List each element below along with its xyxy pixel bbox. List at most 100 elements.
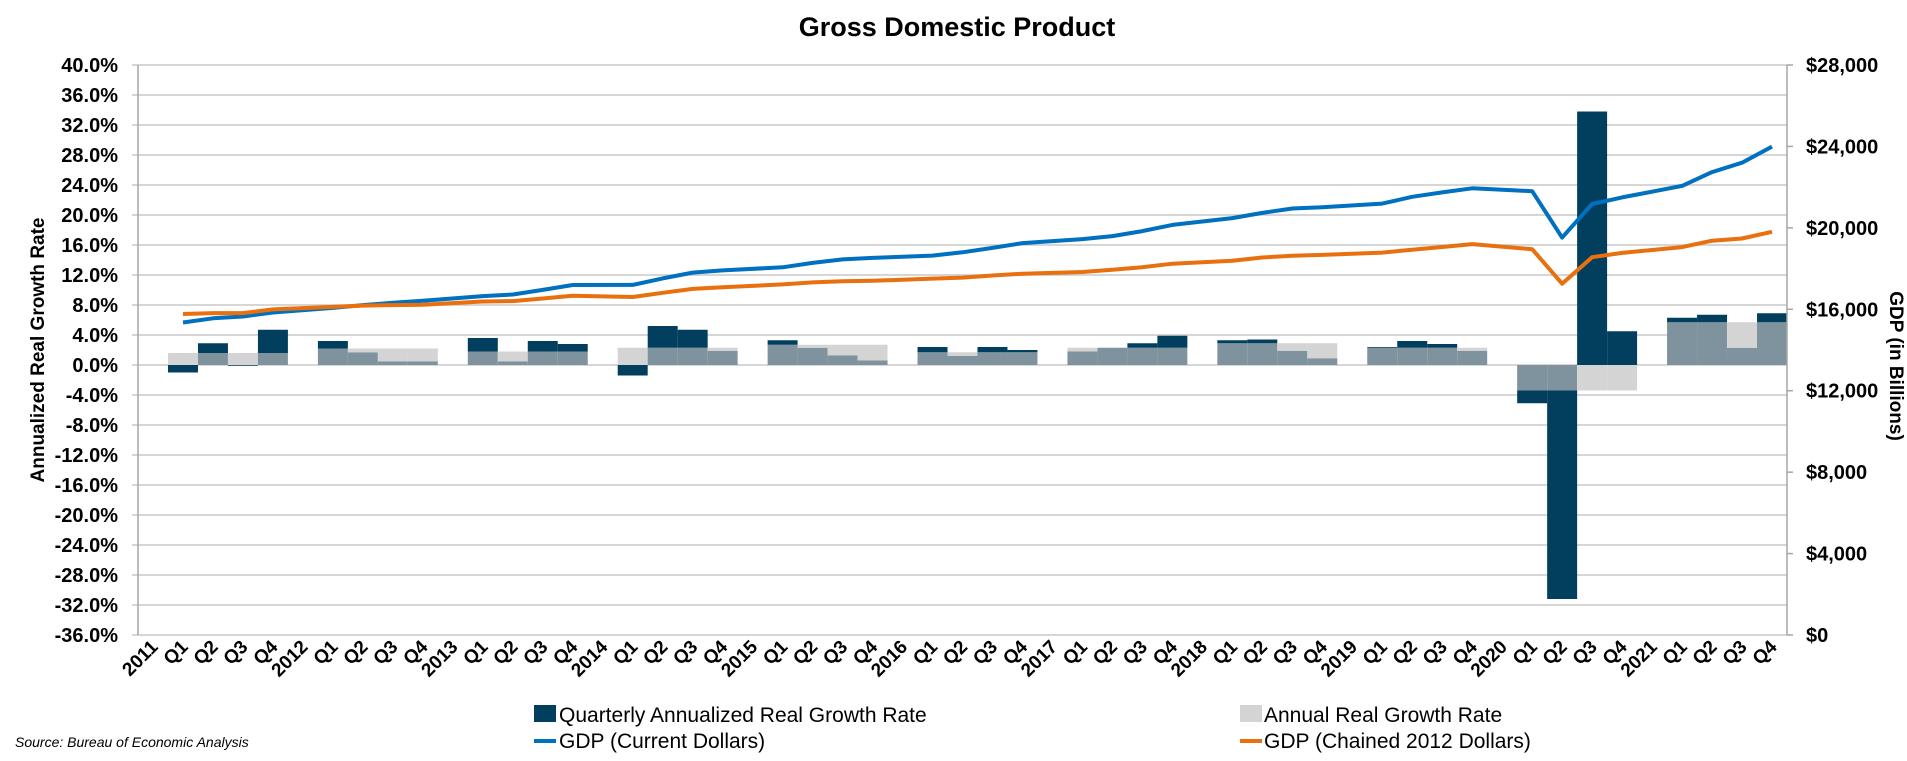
annual-bar: [1607, 365, 1638, 391]
overlap-bar: [557, 351, 588, 365]
y-tick-label: 20.0%: [61, 205, 118, 227]
overlap-bar: [317, 348, 348, 365]
annual-bar: [707, 347, 738, 351]
overlap-bar: [1127, 347, 1158, 365]
legend-label-chained: GDP (Chained 2012 Dollars): [1264, 730, 1531, 753]
overlap-bar: [1727, 347, 1758, 365]
legend-label-annual: Annual Real Growth Rate: [1264, 704, 1502, 727]
x-tick-label: Q4: [1749, 636, 1782, 669]
x-tick-label: Q3: [1269, 637, 1302, 670]
y2-tick-label: $12,000: [1806, 381, 1878, 403]
x-tick-label: 2013: [418, 637, 463, 682]
annual-bar: [1277, 343, 1308, 351]
x-tick-label: 2012: [268, 637, 313, 682]
gdp-current-line: [182, 144, 1773, 325]
x-tick-label: Q2: [190, 637, 223, 670]
y-tick-label: 16.0%: [61, 235, 118, 257]
y-tick-label: -16.0%: [55, 475, 119, 497]
overlap-bar: [1067, 351, 1098, 365]
annual-bar: [347, 348, 378, 353]
left-axis-ticks: 40.0% 36.0% 32.0% 28.0% 24.0% 20.0% 16.0% 12.0%…: [55, 55, 119, 647]
overlap-bar: [947, 356, 978, 365]
x-tick-label: Q3: [520, 637, 553, 670]
y-tick-label: -4.0%: [66, 385, 118, 407]
y-tick-label: 28.0%: [61, 145, 118, 167]
quarterly-bar: [1367, 347, 1398, 348]
overlap-bar: [257, 353, 288, 365]
y-tick-label: -8.0%: [66, 415, 118, 437]
y-tick-label: 12.0%: [61, 265, 118, 287]
annual-bar: [377, 348, 408, 362]
overlap-bar: [1217, 343, 1248, 365]
quarterly-bar: [917, 347, 948, 353]
x-tick-label: Q2: [490, 637, 523, 670]
annual-bar: [1727, 322, 1758, 348]
overlap-bar: [497, 361, 528, 365]
x-axis-ticks: 2011Q1Q2Q3Q42012Q1Q2Q3Q42013Q1Q2Q3Q42014…: [119, 636, 1782, 681]
x-tick-label: Q2: [340, 637, 373, 670]
x-tick-label: Q3: [819, 637, 852, 670]
quarterly-bar: [257, 329, 288, 353]
y-tick-label: -12.0%: [55, 445, 119, 467]
overlap-bar: [977, 352, 1008, 365]
x-tick-label: 2011: [119, 636, 163, 680]
overlap-bar: [377, 361, 408, 365]
annual-bar: [407, 348, 438, 362]
overlap-bar: [1247, 343, 1278, 365]
quarterly-bar: [1667, 317, 1698, 323]
bars: [167, 111, 1787, 599]
y2-tick-label: $8,000: [1806, 462, 1867, 484]
x-tick-label: Q1: [1659, 636, 1692, 669]
x-tick-label: Q1: [1209, 636, 1242, 669]
right-axis-ticks: $28,000 $24,000 $20,000 $16,000 $12,000 $8,00…: [1806, 55, 1878, 647]
y-tick-label: 32.0%: [61, 115, 118, 137]
annual-bar: [1577, 365, 1608, 391]
overlap-bar: [1007, 352, 1038, 365]
quarterly-bar: [1007, 350, 1038, 353]
x-tick-label: Q2: [789, 637, 822, 670]
overlap-bar: [527, 351, 558, 365]
overlap-bar: [1517, 365, 1548, 391]
overlap-bar: [677, 347, 708, 365]
y-tick-label: -36.0%: [55, 625, 119, 647]
x-tick-label: Q3: [1719, 637, 1752, 670]
x-tick-label: Q2: [1539, 637, 1572, 670]
y2-tick-label: $4,000: [1806, 544, 1867, 566]
overlap-bar: [1457, 350, 1488, 365]
y-tick-label: -32.0%: [55, 595, 119, 617]
annual-bar: [827, 344, 858, 356]
overlap-bar: [1097, 347, 1128, 365]
overlap-bar: [917, 352, 948, 365]
quarterly-bar: [1697, 314, 1728, 323]
x-tick-label: Q2: [1389, 637, 1422, 670]
y2-tick-label: $16,000: [1806, 299, 1878, 321]
x-tick-label: Q2: [1239, 637, 1272, 670]
x-tick-label: Q3: [969, 637, 1002, 670]
x-tick-label: Q3: [220, 637, 253, 670]
chart-title: Gross Domestic Product: [799, 12, 1116, 42]
quarterly-bar: [647, 326, 678, 348]
x-tick-label: Q1: [759, 636, 792, 669]
overlap-bar: [467, 351, 498, 365]
x-tick-label: Q2: [639, 637, 672, 670]
y-tick-label: 40.0%: [61, 55, 118, 77]
quarterly-bar: [1757, 313, 1787, 323]
x-tick-label: 2020: [1467, 637, 1512, 682]
overlap-bar: [647, 347, 678, 365]
annual-bar: [1307, 343, 1338, 359]
axes: [137, 64, 1793, 636]
quarterly-bar: [317, 341, 348, 349]
y2-tick-label: $24,000: [1806, 136, 1878, 158]
quarterly-bar: [527, 341, 558, 352]
overlap-bar: [797, 347, 828, 365]
x-tick-label: Q1: [1359, 636, 1392, 669]
quarterly-bar: [1427, 344, 1458, 348]
quarterly-bar: [227, 365, 258, 366]
source-note: Source: Bureau of Economic Analysis: [15, 734, 249, 750]
x-tick-label: Q1: [460, 636, 493, 669]
overlap-bar: [1697, 322, 1728, 365]
annual-bar: [947, 352, 978, 356]
quarterly-bar: [1547, 390, 1578, 599]
annual-bar: [497, 351, 528, 362]
